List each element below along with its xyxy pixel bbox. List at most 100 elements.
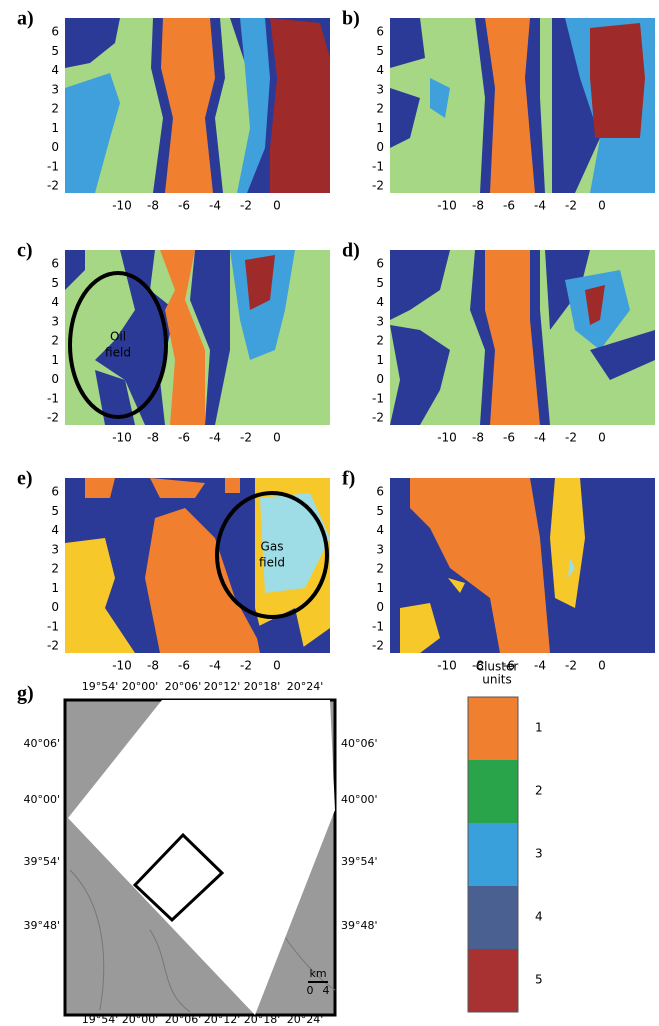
x-tick-label: -6 (178, 199, 190, 213)
lon-label: 20°06' (165, 680, 202, 693)
lon-label: 20°00' (122, 680, 159, 693)
y-tick-label: 3 (376, 82, 384, 96)
panel-label: f) (342, 468, 355, 490)
x-tick-label: 0 (598, 199, 606, 213)
scale-unit: km (309, 967, 326, 980)
cluster-region (400, 603, 440, 653)
map-area (65, 18, 330, 193)
x-tick-label: -8 (472, 431, 484, 445)
x-tick-label: 0 (273, 659, 281, 673)
x-tick-label: -8 (472, 659, 484, 673)
y-tick-label: -1 (372, 159, 384, 173)
x-tick-label: -8 (147, 199, 159, 213)
field-annotation: Gas (261, 540, 284, 554)
field-annotation: Oil (110, 330, 126, 344)
cluster-region (255, 608, 305, 653)
x-tick-label: -2 (240, 659, 252, 673)
x-tick-label: 0 (273, 199, 281, 213)
cluster-region (237, 18, 270, 193)
x-tick-label: -10 (437, 659, 457, 673)
lon-label: 20°24' (287, 680, 324, 693)
y-tick-label: -1 (47, 391, 59, 405)
cluster-region (430, 78, 450, 118)
y-tick-label: 1 (51, 581, 59, 595)
y-tick-label: 5 (376, 504, 384, 518)
lon-label: 20°24' (287, 1013, 324, 1026)
cluster-region (552, 18, 600, 193)
lon-label: 20°18' (244, 680, 281, 693)
y-tick-label: 4 (51, 295, 59, 309)
field-outline (215, 491, 329, 619)
cluster-region (568, 558, 575, 578)
x-tick-label: -2 (565, 431, 577, 445)
x-tick-label: -4 (534, 199, 546, 213)
y-tick-label: 2 (376, 334, 384, 348)
legend-label: 4 (535, 910, 543, 924)
y-tick-label: -2 (372, 639, 384, 653)
y-tick-label: -2 (47, 179, 59, 193)
y-tick-label: -2 (47, 411, 59, 425)
cluster-map (65, 18, 330, 193)
scale-tick: 4 (323, 984, 330, 997)
cluster-region (160, 250, 205, 425)
y-tick-label: 0 (51, 372, 59, 386)
legend-label: 5 (535, 973, 543, 987)
y-tick-label: 6 (376, 25, 384, 39)
lat-label: 40°00' (341, 793, 378, 806)
cluster-region (85, 478, 115, 498)
study-area (132, 832, 225, 923)
y-tick-label: 5 (51, 276, 59, 290)
cluster-region (590, 330, 655, 380)
legend-label: 1 (535, 721, 543, 735)
y-tick-label: 6 (51, 485, 59, 499)
map-area (65, 250, 330, 425)
y-tick-label: 2 (51, 334, 59, 348)
x-tick-label: -6 (178, 431, 190, 445)
y-tick-label: 3 (51, 542, 59, 556)
cluster-region (230, 250, 295, 360)
y-tick-label: 5 (51, 44, 59, 58)
y-tick-label: -1 (47, 159, 59, 173)
y-tick-label: 5 (376, 44, 384, 58)
legend-swatch (468, 823, 518, 886)
field-annotation: field (105, 346, 131, 360)
x-tick-label: -4 (209, 659, 221, 673)
y-tick-label: 1 (51, 121, 59, 135)
y-tick-label: 0 (51, 140, 59, 154)
cluster-map: Gas field (65, 478, 330, 653)
x-tick-label: -8 (472, 199, 484, 213)
legend-label: 3 (535, 847, 543, 861)
cluster-region (390, 88, 420, 148)
legend-swatch (468, 697, 518, 760)
y-tick-label: -2 (47, 639, 59, 653)
y-tick-label: 4 (51, 523, 59, 537)
x-tick-label: -10 (112, 199, 132, 213)
panel-label: b) (342, 8, 360, 30)
field-annotation: field (259, 556, 285, 570)
y-tick-label: -1 (372, 619, 384, 633)
y-tick-label: 5 (376, 276, 384, 290)
y-tick-label: 6 (51, 257, 59, 271)
cluster-region (390, 18, 425, 68)
x-tick-label: -10 (112, 431, 132, 445)
y-tick-label: 6 (376, 257, 384, 271)
panel-label: e) (17, 468, 33, 490)
legend-title: units (482, 673, 512, 687)
cluster-region (95, 370, 135, 425)
y-tick-label: -2 (372, 179, 384, 193)
lat-label: 40°06' (23, 737, 60, 750)
cluster-region (448, 578, 465, 593)
x-tick-label: 0 (598, 431, 606, 445)
lon-label: 20°18' (244, 1013, 281, 1026)
cluster-region (95, 250, 175, 425)
cluster-map (390, 250, 655, 425)
map-area (390, 18, 655, 193)
x-tick-label: -2 (565, 199, 577, 213)
y-tick-label: 2 (376, 562, 384, 576)
cluster-region (390, 250, 450, 320)
map-area (390, 478, 655, 653)
y-tick-label: 3 (376, 542, 384, 556)
cluster-region (65, 18, 120, 68)
y-tick-label: 4 (376, 63, 384, 77)
